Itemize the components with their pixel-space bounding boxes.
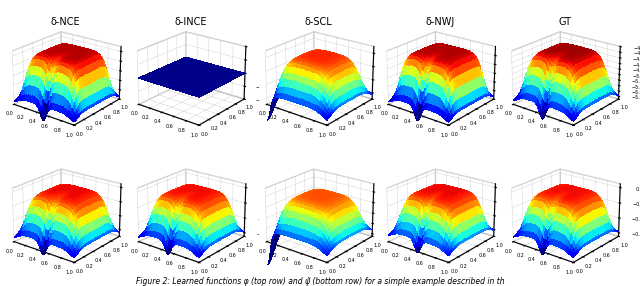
Title: δ-NWJ: δ-NWJ bbox=[426, 17, 454, 27]
Title: δ-SCL: δ-SCL bbox=[305, 17, 332, 27]
Text: Figure 2: Learned functions φ (top row) and ψ̃ (bottom row) for a simple example: Figure 2: Learned functions φ (top row) … bbox=[136, 277, 504, 286]
Title: δ-INCE: δ-INCE bbox=[174, 17, 207, 27]
Title: δ-NCE: δ-NCE bbox=[51, 17, 81, 27]
Title: GT: GT bbox=[558, 17, 572, 27]
